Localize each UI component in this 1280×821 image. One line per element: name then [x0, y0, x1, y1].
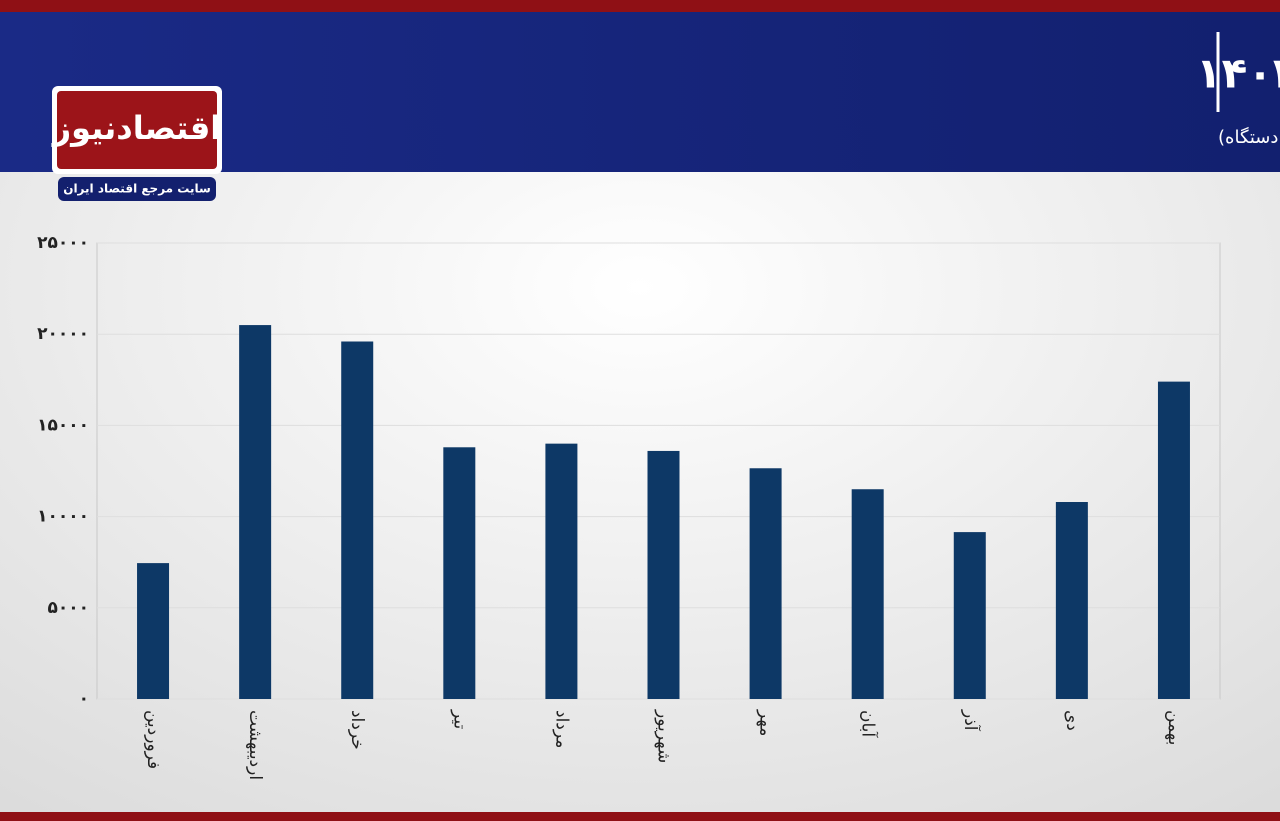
logo-tag-box	[58, 177, 216, 201]
top-strip	[0, 0, 1280, 12]
y-tick-label: ۰	[79, 689, 89, 709]
x-tick-label: مرداد	[551, 710, 571, 748]
logo-name: اقتصادنیوز	[51, 109, 222, 147]
chart-title: روند فروش گروه پژو تا پایان بهمن ۱۴۰۳	[1196, 49, 1280, 99]
x-tick-label: آبان	[858, 710, 880, 738]
logo-tagline: سایت مرجع اقتصاد ایران	[63, 182, 211, 196]
bar	[137, 563, 170, 699]
logo-box	[57, 91, 217, 169]
y-tick-label: ۲۵۰۰۰	[37, 233, 89, 253]
bar	[545, 443, 578, 699]
y-tick-label: ۱۰۰۰۰	[37, 507, 89, 527]
x-tick-label: اردیبهشت	[245, 710, 265, 780]
y-tick-label: ۱۵۰۰۰	[37, 415, 89, 435]
bar	[851, 489, 884, 699]
x-tick-label: تیر	[449, 709, 469, 730]
bar	[239, 325, 272, 699]
bar	[341, 341, 374, 699]
x-tick-label: مهر	[756, 709, 776, 736]
x-tick-label: فروردین	[143, 710, 163, 769]
bottom-strip	[0, 812, 1280, 821]
bar	[749, 468, 782, 699]
x-tick-label: خرداد	[347, 710, 367, 750]
y-tick-label: ۲۰۰۰۰	[37, 324, 89, 344]
bar	[953, 532, 986, 699]
x-tick-label: دی	[1062, 710, 1082, 731]
bar	[1055, 502, 1088, 699]
bar	[647, 450, 680, 699]
y-tick-label: ۵۰۰۰	[47, 598, 89, 618]
x-tick-label: آذر	[960, 709, 982, 732]
x-tick-label: شهریور	[654, 709, 674, 763]
chart-subtitle: (واحد: دستگاه)	[1218, 126, 1280, 148]
bar	[1157, 381, 1190, 699]
bar	[443, 447, 476, 699]
x-tick-label: بهمن	[1164, 710, 1184, 745]
